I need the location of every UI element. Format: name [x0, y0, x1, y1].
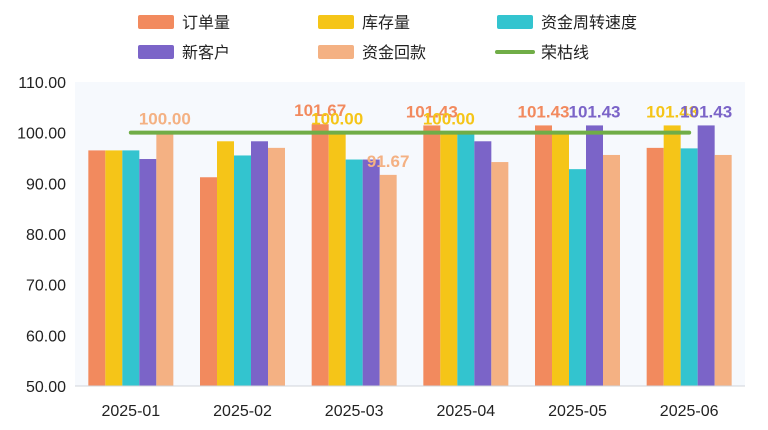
bar [491, 162, 509, 386]
bar [251, 141, 268, 386]
bar [234, 155, 251, 386]
data-label: 100.00 [311, 110, 363, 129]
y-tick-label: 60.00 [26, 328, 66, 345]
x-tick-label: 2025-06 [660, 403, 719, 420]
x-tick-label: 2025-01 [101, 403, 160, 420]
legend-swatch [318, 15, 354, 29]
bar [586, 125, 603, 387]
x-axis: 2025-01 2025-02 2025-03 2025-04 2025-05 2025-… [75, 385, 745, 420]
bar [457, 132, 475, 386]
y-axis: 50.00 60.00 70.00 80.00 90.00 100.00 110.00 [17, 75, 66, 396]
y-tick-label: 110.00 [18, 75, 66, 92]
bar [663, 125, 681, 387]
bar [603, 154, 620, 386]
legend-label: 库存量 [362, 13, 410, 32]
bar [535, 125, 552, 387]
x-tick-label: 2025-03 [325, 403, 384, 420]
bar [345, 159, 363, 386]
y-tick-label: 80.00 [26, 227, 66, 244]
bar [423, 125, 441, 387]
legend-swatch [318, 45, 354, 59]
legend-label: 荣枯线 [541, 43, 589, 62]
data-label: 100.00 [423, 110, 475, 129]
bar [88, 150, 106, 386]
data-label: 101.43 [406, 102, 458, 121]
data-label: 101.43 [646, 102, 698, 121]
bar [714, 154, 732, 386]
y-tick-label: 100.00 [17, 126, 66, 143]
bar [680, 148, 698, 386]
y-tick-label: 70.00 [26, 278, 66, 295]
data-label: 91.67 [367, 152, 410, 171]
data-label: 101.67 [294, 101, 346, 120]
bar [646, 147, 664, 386]
bar [328, 132, 346, 386]
legend-swatch [497, 15, 533, 29]
bar [139, 159, 157, 386]
bar [105, 150, 123, 386]
legend-label: 新客户 [182, 43, 230, 62]
legend-label: 订单量 [182, 13, 230, 32]
bar [268, 147, 285, 386]
bar [379, 174, 397, 386]
bar [440, 132, 458, 386]
y-tick-label: 50.00 [26, 379, 66, 396]
data-label: 100.00 [139, 110, 191, 129]
bar [217, 141, 234, 386]
bar [311, 124, 329, 387]
y-tick-label: 90.00 [26, 176, 66, 193]
bar [474, 141, 492, 386]
x-tick-label: 2025-05 [548, 403, 607, 420]
bar [122, 150, 140, 386]
bar [200, 177, 217, 386]
legend-label: 资金周转速度 [541, 13, 637, 32]
bar [569, 169, 586, 386]
data-label: 101.43 [569, 102, 621, 121]
legend-swatch [138, 15, 174, 29]
data-label: 101.43 [518, 102, 570, 121]
x-tick-label: 2025-04 [436, 403, 495, 420]
bar [362, 159, 380, 386]
legend-swatch [138, 45, 174, 59]
data-label: 101.43 [680, 102, 732, 121]
legend-label: 资金回款 [362, 43, 426, 62]
bars [88, 124, 732, 387]
bar [552, 132, 569, 386]
bar [156, 132, 174, 386]
x-tick-label: 2025-02 [213, 403, 272, 420]
bar [697, 125, 715, 387]
